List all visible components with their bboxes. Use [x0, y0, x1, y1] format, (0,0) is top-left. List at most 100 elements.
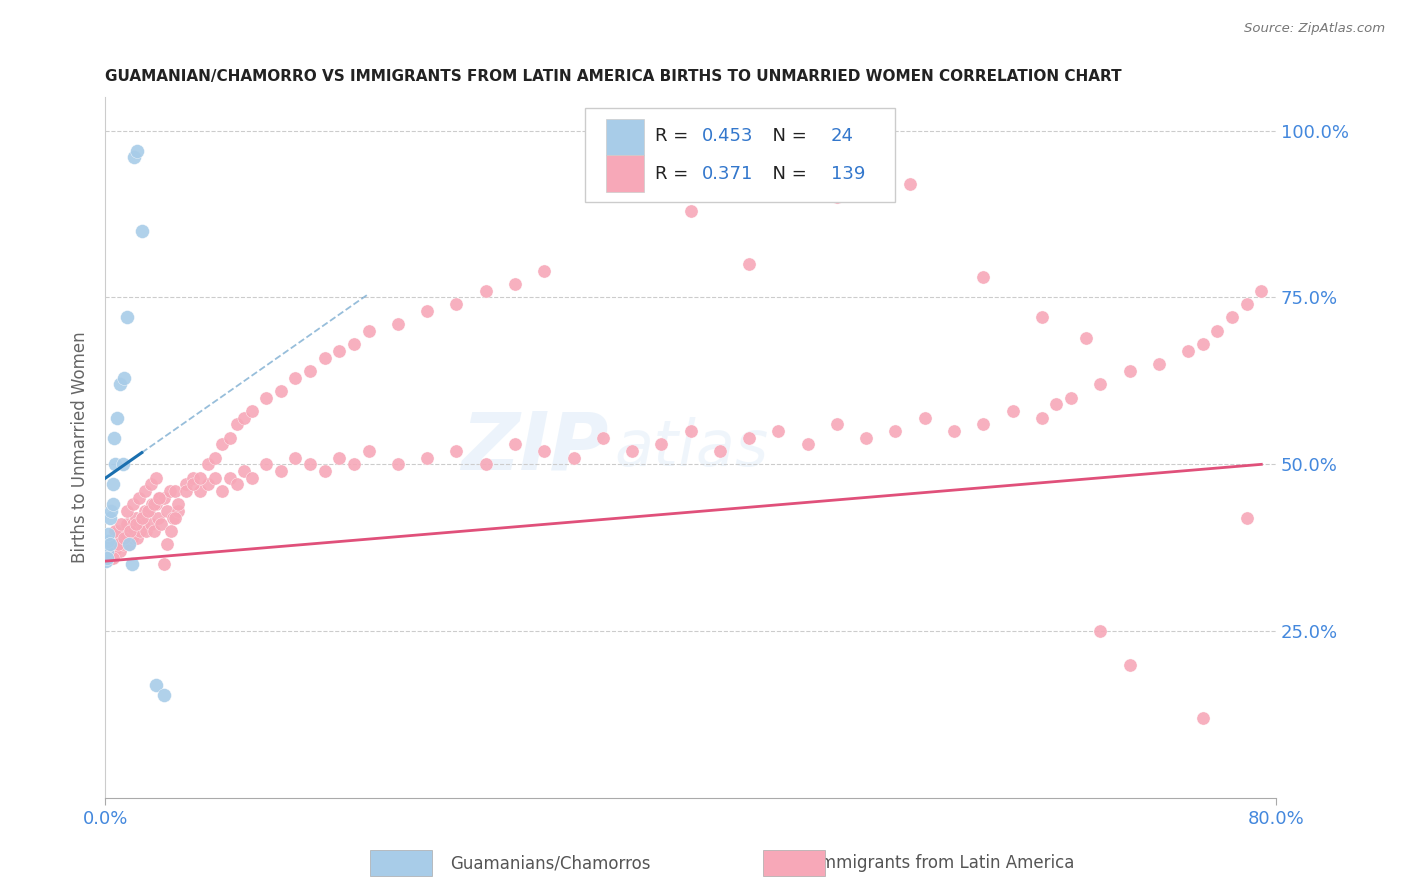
- Point: [284, 450, 307, 465]
- Text: 0.453: 0.453: [702, 127, 754, 145]
- Point: [679, 203, 702, 218]
- Point: [188, 471, 211, 485]
- Text: 24: 24: [831, 127, 853, 145]
- Point: [149, 517, 172, 532]
- Point: [181, 471, 204, 485]
- Point: [825, 417, 848, 432]
- Point: [416, 450, 439, 465]
- Point: [503, 277, 526, 292]
- Point: [97, 534, 120, 549]
- Text: R =: R =: [655, 165, 695, 183]
- Point: [97, 527, 120, 541]
- Point: [299, 364, 322, 378]
- Point: [284, 370, 307, 384]
- Point: [148, 491, 170, 505]
- Point: [125, 510, 148, 524]
- Point: [148, 491, 170, 505]
- Point: [1118, 364, 1140, 378]
- Point: [621, 444, 644, 458]
- Point: [796, 437, 818, 451]
- Point: [125, 517, 148, 532]
- Point: [972, 417, 994, 432]
- Point: [162, 510, 184, 524]
- Point: [650, 437, 672, 451]
- Point: [112, 531, 135, 545]
- Point: [226, 417, 249, 432]
- Point: [120, 524, 142, 538]
- Text: ZIP: ZIP: [461, 409, 609, 487]
- Point: [254, 391, 277, 405]
- Point: [156, 504, 179, 518]
- Point: [122, 517, 145, 532]
- Point: [357, 444, 380, 458]
- Point: [101, 477, 124, 491]
- Point: [181, 477, 204, 491]
- Text: GUAMANIAN/CHAMORRO VS IMMIGRANTS FROM LATIN AMERICA BIRTHS TO UNMARRIED WOMEN CO: GUAMANIAN/CHAMORRO VS IMMIGRANTS FROM LA…: [105, 69, 1122, 84]
- Point: [129, 524, 152, 538]
- Point: [152, 558, 174, 572]
- Point: [101, 497, 124, 511]
- Point: [96, 550, 118, 565]
- Point: [145, 471, 167, 485]
- Text: 139: 139: [831, 165, 866, 183]
- Point: [145, 497, 167, 511]
- Point: [131, 510, 153, 524]
- Point: [98, 537, 121, 551]
- Point: [218, 471, 240, 485]
- Text: Guamanians/Chamorros: Guamanians/Chamorros: [450, 855, 651, 872]
- Point: [204, 450, 226, 465]
- Point: [218, 431, 240, 445]
- Point: [197, 477, 219, 491]
- Point: [121, 558, 143, 572]
- Point: [972, 270, 994, 285]
- Text: atlas: atlas: [614, 417, 769, 479]
- Point: [98, 537, 121, 551]
- Point: [139, 477, 162, 491]
- Point: [131, 510, 153, 524]
- Point: [152, 688, 174, 702]
- Point: [111, 458, 134, 472]
- Point: [107, 524, 129, 538]
- Point: [96, 544, 118, 558]
- Point: [110, 517, 132, 532]
- Point: [141, 497, 163, 511]
- Point: [270, 464, 292, 478]
- Point: [167, 497, 190, 511]
- Point: [233, 410, 256, 425]
- Point: [128, 491, 150, 505]
- Point: [855, 431, 877, 445]
- Point: [142, 524, 165, 538]
- Point: [146, 510, 169, 524]
- FancyBboxPatch shape: [606, 155, 644, 192]
- FancyBboxPatch shape: [585, 108, 896, 202]
- Point: [1250, 284, 1272, 298]
- Point: [299, 458, 322, 472]
- Point: [1147, 357, 1170, 371]
- Point: [132, 517, 155, 532]
- Point: [101, 537, 124, 551]
- Point: [139, 517, 162, 532]
- Point: [211, 484, 233, 499]
- Point: [592, 431, 614, 445]
- Point: [94, 554, 117, 568]
- Point: [314, 351, 336, 365]
- Point: [103, 431, 125, 445]
- Point: [503, 437, 526, 451]
- Point: [1090, 377, 1112, 392]
- Point: [114, 531, 136, 545]
- Point: [134, 504, 156, 518]
- Point: [128, 517, 150, 532]
- Point: [117, 537, 139, 551]
- Point: [328, 343, 350, 358]
- Point: [145, 678, 167, 692]
- Point: [898, 177, 921, 191]
- Point: [112, 524, 135, 538]
- Point: [111, 537, 134, 551]
- Point: [104, 458, 127, 472]
- Point: [100, 504, 122, 518]
- Text: Immigrants from Latin America: Immigrants from Latin America: [815, 855, 1074, 872]
- Point: [117, 537, 139, 551]
- Point: [270, 384, 292, 398]
- Point: [138, 504, 160, 518]
- Point: [134, 484, 156, 499]
